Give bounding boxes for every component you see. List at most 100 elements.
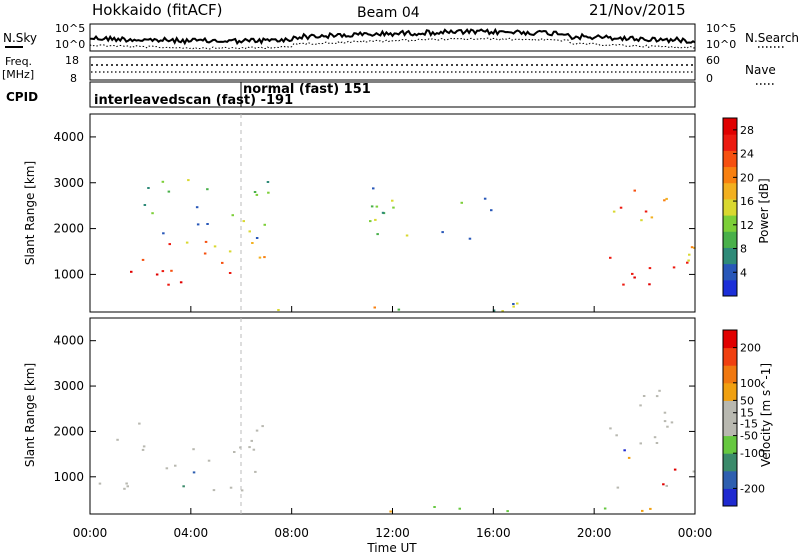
echo-cell (277, 309, 280, 311)
echo-cell (663, 420, 667, 423)
colorbar-segment (723, 279, 737, 297)
freq-label-1: Freq. (5, 55, 32, 68)
colorbar-segment (723, 365, 737, 384)
colorbar-segment (723, 488, 737, 507)
echo-cell (207, 459, 211, 462)
echo-cell (405, 234, 409, 237)
echo-cell (612, 210, 616, 213)
time-axis: 00:00 04:00 08:00 12:00 16:00 20:00 00:00 (73, 306, 712, 540)
echo-cell (615, 434, 618, 437)
colorbar-tick-label: 8 (740, 243, 747, 256)
nave-tick-bottom: 0 (706, 72, 713, 85)
echo-cell (644, 210, 648, 213)
echo-cell (376, 233, 379, 236)
noise-tick-bottom-right: 10^0 (706, 38, 736, 51)
echo-cell (204, 240, 208, 243)
echo-cell (206, 188, 209, 191)
echo-cell (649, 507, 652, 510)
range-tick-label: 3000 (53, 176, 84, 190)
colorbar-tick-label: 20 (740, 171, 754, 184)
echo-cell (490, 209, 493, 212)
colorbar-tick-label: 28 (740, 124, 754, 137)
colorbar-segment (723, 198, 737, 216)
range-tick-label: 4000 (53, 130, 84, 144)
echo-cell (686, 261, 689, 264)
echo-cell (673, 468, 677, 471)
echo-cell (123, 487, 126, 490)
echo-cell (192, 448, 195, 451)
colorbar-tick-label: -100 (740, 447, 765, 460)
echo-cell (161, 270, 165, 273)
echo-cell (670, 421, 674, 424)
echo-cell (179, 281, 183, 284)
echo-cell (391, 199, 394, 202)
power-y-axis: 1000 2000 3000 4000 (53, 130, 695, 281)
station-title: Hokkaido (fitACF) (92, 1, 223, 19)
echo-cell (130, 270, 133, 273)
echo-cell (162, 232, 165, 235)
echo-cell (251, 242, 254, 244)
colorbar-segment (723, 231, 737, 248)
echo-cell (692, 470, 696, 473)
velocity-frame (89, 317, 696, 515)
velocity-panel: 1000 2000 3000 4000 Slant Range [km] 200 100… (23, 317, 773, 515)
echo-cell (693, 246, 696, 249)
velocity-y-axis: 1000 2000 3000 4000 (53, 334, 695, 484)
echo-cell (658, 389, 661, 392)
echo-cell (170, 269, 173, 272)
echo-cell (229, 486, 233, 489)
echo-cell (167, 283, 170, 286)
echo-cell (206, 223, 209, 225)
power-ylabel: Slant Range [km] (23, 161, 37, 265)
colorbar-segment (723, 215, 737, 232)
echo-cell (622, 283, 625, 286)
colorbar-segment (723, 263, 737, 281)
echo-cell (266, 181, 270, 183)
cpid-frame (89, 81, 696, 108)
echo-cell (174, 464, 177, 467)
time-tick-label: 08:00 (274, 526, 309, 540)
echo-cell (397, 308, 401, 311)
echo-cell (195, 206, 199, 209)
echo-cell (187, 179, 190, 182)
echo-cell (512, 303, 515, 305)
echo-cell (460, 201, 463, 204)
echo-cell (655, 442, 659, 444)
colorbar-segment (723, 400, 737, 419)
echo-cell (665, 197, 668, 200)
beam-label: Beam 04 (357, 5, 420, 21)
echo-cell (248, 446, 251, 449)
echo-cell (458, 507, 461, 510)
echo-cell (168, 243, 171, 246)
echo-cell (253, 191, 257, 193)
noise-tick-bottom-left: 10^0 (55, 38, 85, 51)
time-tick-label: 16:00 (476, 526, 511, 540)
echo-cell (663, 199, 666, 202)
colorbar-tick-label: 24 (740, 148, 754, 161)
echo-cell (255, 237, 259, 239)
echo-cell (375, 205, 379, 208)
colorbar-segment (723, 453, 737, 472)
echo-cell (254, 470, 257, 473)
colorbar-segment (723, 347, 737, 366)
echo-cell (648, 283, 651, 286)
echo-cell (142, 445, 146, 448)
echo-cell (663, 411, 667, 414)
noise-search-line (89, 37, 696, 50)
echo-cell (655, 395, 659, 398)
colorbar-tick-label: 16 (740, 195, 754, 208)
colorbar-frame (722, 329, 738, 507)
freq-tick-bottom: 8 (70, 72, 77, 85)
date-label: 21/Nov/2015 (589, 1, 686, 19)
echo-cell (231, 214, 234, 217)
frequency-frame (89, 56, 696, 81)
echo-cell (506, 510, 509, 513)
noise-sky-line (89, 27, 696, 46)
range-tick-label: 2000 (53, 222, 84, 236)
colorbar-tick-label: 12 (740, 219, 754, 232)
echo-cell (492, 309, 496, 312)
freq-label-2: [MHz] (2, 68, 34, 81)
echo-cell (143, 204, 147, 206)
range-tick-label: 2000 (53, 424, 84, 438)
